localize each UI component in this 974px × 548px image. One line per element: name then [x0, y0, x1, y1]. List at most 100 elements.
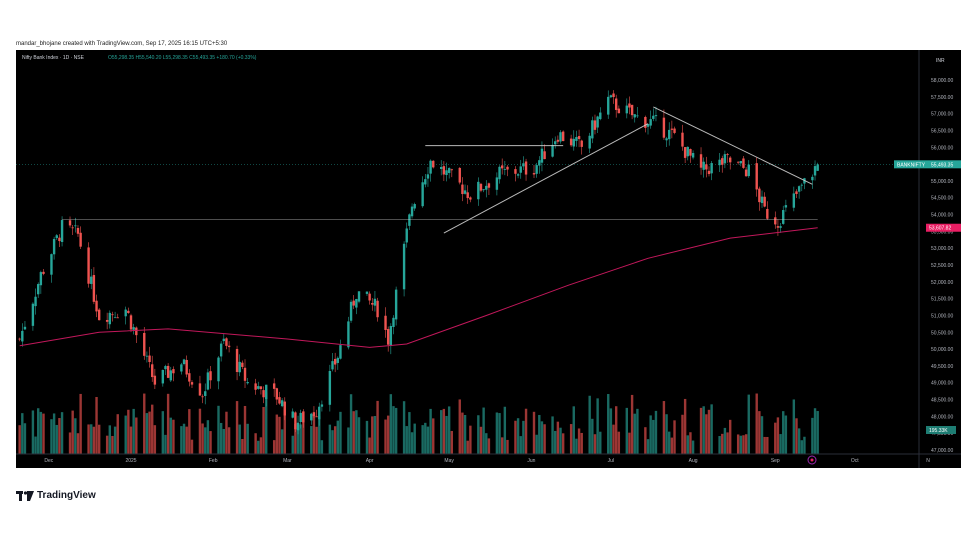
- volume-bar: [795, 418, 798, 454]
- volume-bar: [60, 412, 64, 454]
- currency-label[interactable]: INR: [936, 58, 945, 64]
- price-tick-label: 49,500.00: [931, 364, 953, 370]
- volume-bar: [485, 433, 488, 454]
- volume-bar: [127, 409, 130, 454]
- volume-bar: [776, 417, 780, 454]
- candle-body: [272, 383, 276, 389]
- candle-body: [665, 138, 668, 141]
- volume-bar: [74, 418, 77, 454]
- volume-bar: [222, 428, 226, 454]
- candle-body: [349, 301, 353, 321]
- volume-bar: [392, 406, 395, 454]
- volume-bar: [384, 419, 387, 454]
- volume-bar: [50, 419, 53, 454]
- volume-bar: [254, 433, 257, 454]
- volume-bar: [816, 411, 819, 454]
- candle-body: [318, 406, 321, 420]
- volume-bar: [668, 431, 671, 454]
- candlestick-chart[interactable]: 58,000.00 57,500.00 57,000.00 56,500.00 56,0…: [16, 50, 964, 468]
- volume-bar: [153, 425, 157, 454]
- candle-body: [784, 205, 788, 208]
- candle-body: [182, 359, 186, 365]
- candle-body: [707, 170, 711, 175]
- candle-body: [185, 359, 188, 375]
- candle-body: [617, 108, 621, 114]
- volume-bar: [18, 425, 21, 454]
- candle-body: [426, 174, 430, 179]
- candle-body: [469, 197, 472, 200]
- volume-bar: [681, 414, 684, 454]
- candle-body: [23, 326, 27, 330]
- volume-bar: [689, 432, 692, 454]
- candle-body: [217, 357, 220, 382]
- volume-bar: [580, 432, 583, 454]
- candle-body: [816, 164, 819, 171]
- price-axis[interactable]: 58,000.00 57,500.00 57,000.00 56,500.00 56,0…: [931, 78, 953, 454]
- price-tick-label: 51,500.00: [931, 297, 953, 303]
- volume-bar: [506, 439, 509, 454]
- candle-body: [262, 390, 265, 398]
- volume-bar: [148, 411, 151, 454]
- volume-bar: [424, 422, 427, 454]
- volume-bar: [803, 436, 806, 454]
- candle-body: [596, 116, 599, 128]
- candle-body: [153, 375, 157, 385]
- time-tick-label: Feb: [209, 458, 218, 464]
- volume-bar: [705, 414, 708, 454]
- candle-body: [164, 366, 167, 370]
- trendline[interactable]: [443, 123, 649, 234]
- candle-body: [721, 158, 724, 165]
- candle-body: [68, 220, 72, 226]
- ma-value-label: 53,607.82: [929, 226, 951, 232]
- volume-bar: [588, 395, 591, 454]
- candle-body: [774, 217, 777, 225]
- time-axis[interactable]: Dec 2025 Feb Mar Apr May Jun Jul Aug Sep Oct N: [44, 458, 930, 464]
- trendlines[interactable]: [62, 106, 818, 234]
- event-marker-icon[interactable]: [807, 455, 817, 465]
- candle-body: [336, 357, 340, 363]
- volume-bar: [145, 413, 149, 454]
- candle-body: [683, 147, 687, 158]
- volume-bar: [129, 426, 133, 454]
- candle-body: [254, 383, 257, 390]
- candle-body: [76, 227, 80, 234]
- price-tick-label: 56,500.00: [931, 128, 953, 134]
- candle-body: [463, 190, 467, 194]
- candle-body: [633, 114, 636, 118]
- price-tick-label: 47,000.00: [931, 448, 953, 454]
- volume-bar: [800, 440, 803, 454]
- volume-bar: [405, 426, 408, 454]
- volume-bar: [87, 424, 90, 454]
- volume-bar: [76, 433, 80, 454]
- time-tick-label: May: [444, 458, 454, 464]
- candle-body: [151, 364, 154, 378]
- volume-bar: [219, 422, 223, 454]
- candle-body: [710, 163, 713, 174]
- volume-bar: [572, 406, 575, 454]
- candle-body: [572, 138, 575, 147]
- candle-body: [384, 315, 387, 330]
- volume-bar: [744, 434, 748, 454]
- tradingview-logo[interactable]: TradingView: [16, 490, 96, 501]
- candle-body: [310, 413, 313, 421]
- candle-body: [522, 163, 525, 167]
- candle-body: [71, 227, 74, 229]
- volume-bar: [691, 440, 695, 454]
- candle-body: [278, 397, 281, 404]
- volume-bar: [246, 423, 249, 454]
- candle-body: [79, 232, 82, 247]
- candle-body: [588, 135, 591, 149]
- volume-bar: [461, 412, 464, 454]
- chart-panel[interactable]: 58,000.00 57,500.00 57,000.00 56,500.00 56,0…: [16, 50, 964, 468]
- candle-body: [636, 115, 639, 117]
- volume-bar: [440, 410, 443, 454]
- trendline[interactable]: [653, 106, 813, 185]
- symbol-label[interactable]: Nifty Bank Index · 1D · NSE: [22, 55, 85, 61]
- price-tick-label: 52,000.00: [931, 280, 953, 286]
- candle-body: [394, 289, 398, 320]
- candle-body: [172, 369, 175, 374]
- volume-bar: [164, 434, 167, 454]
- candle-body: [458, 167, 461, 183]
- volume-bar: [649, 415, 652, 454]
- candle-body: [238, 361, 241, 373]
